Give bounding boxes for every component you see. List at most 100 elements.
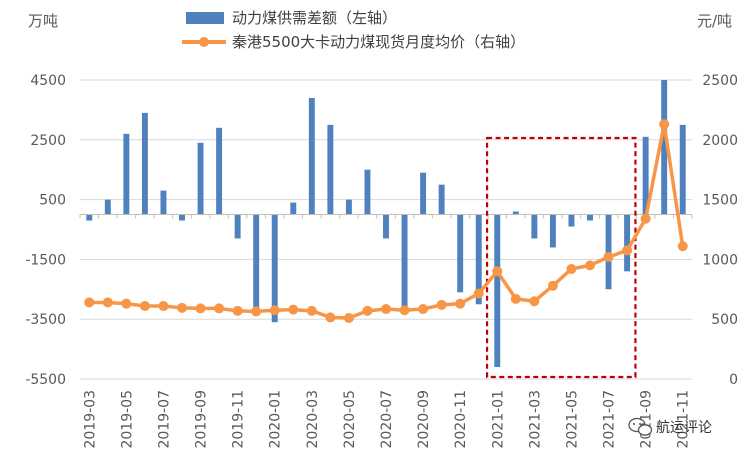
price-point bbox=[325, 312, 336, 323]
price-point bbox=[232, 305, 243, 316]
bar bbox=[401, 214, 408, 308]
bar-series bbox=[86, 80, 686, 368]
y-left-tick-label: -3500 bbox=[25, 312, 66, 328]
price-point bbox=[214, 303, 225, 314]
price-point bbox=[436, 299, 447, 310]
price-point bbox=[139, 301, 150, 312]
y-right-tick-label: 1000 bbox=[702, 252, 738, 268]
x-tick-label: 2021-01 bbox=[490, 390, 506, 449]
highlight-box bbox=[485, 136, 637, 379]
watermark: 航运评论 bbox=[628, 417, 712, 436]
x-tick-label: 2019-03 bbox=[82, 390, 98, 449]
bar bbox=[141, 112, 148, 215]
x-tick-label: 2020-05 bbox=[342, 390, 358, 449]
bar bbox=[271, 214, 278, 323]
bar bbox=[605, 214, 612, 290]
y-left-tick-label: 4500 bbox=[30, 73, 66, 89]
x-tick-label: 2021-11 bbox=[676, 390, 692, 449]
bar bbox=[587, 214, 593, 221]
y-right-tick-label: 2500 bbox=[702, 73, 738, 89]
price-point bbox=[251, 306, 262, 317]
price-point bbox=[121, 298, 132, 309]
price-point bbox=[455, 298, 466, 309]
legend-line-marker bbox=[199, 37, 209, 47]
price-point bbox=[195, 303, 206, 314]
y-left-tick-label: -5500 bbox=[25, 372, 66, 388]
x-tick-label: 2020-07 bbox=[379, 390, 395, 449]
bar bbox=[642, 136, 649, 215]
y-axis-right: 2500 2000 1500 1000 500 0 bbox=[702, 73, 738, 388]
x-tick-label: 2020-09 bbox=[416, 390, 432, 449]
price-point bbox=[381, 304, 391, 315]
price-point bbox=[177, 302, 187, 313]
x-tick-label: 2020-01 bbox=[268, 390, 284, 449]
price-point bbox=[640, 213, 651, 224]
bar bbox=[197, 142, 204, 215]
bar bbox=[290, 202, 297, 215]
bar bbox=[494, 214, 501, 368]
price-point bbox=[677, 241, 688, 252]
bar bbox=[123, 133, 130, 215]
price-point bbox=[288, 304, 299, 315]
bar bbox=[364, 169, 371, 215]
y-axis-left: 4500 2500 500 -1500 -3500 -5500 bbox=[25, 73, 66, 388]
bar bbox=[624, 214, 631, 272]
price-point bbox=[399, 305, 410, 316]
price-point bbox=[306, 305, 317, 316]
price-point bbox=[510, 293, 521, 304]
bar bbox=[383, 214, 389, 239]
bar bbox=[104, 199, 111, 215]
bar bbox=[234, 214, 241, 239]
price-point bbox=[102, 297, 113, 308]
bar bbox=[475, 214, 482, 305]
price-point bbox=[566, 263, 577, 274]
x-tick-label: 2019-07 bbox=[156, 390, 172, 449]
y-left-tick-label: -1500 bbox=[25, 252, 66, 268]
price-point bbox=[418, 304, 429, 315]
y-right-tick-label: 1500 bbox=[702, 193, 738, 209]
x-tick-label: 2021-05 bbox=[564, 390, 580, 449]
price-point bbox=[492, 266, 503, 277]
bar bbox=[661, 80, 668, 215]
price-point bbox=[547, 280, 558, 291]
price-point bbox=[84, 297, 95, 308]
x-tick-label: 2019-09 bbox=[194, 390, 210, 449]
price-point bbox=[659, 119, 670, 130]
y-right-tick-label: 500 bbox=[711, 312, 738, 328]
bar bbox=[216, 127, 223, 215]
legend-bar-swatch bbox=[186, 12, 224, 24]
bar bbox=[568, 214, 575, 227]
x-tick-label: 2019-05 bbox=[119, 390, 135, 449]
bar bbox=[457, 214, 464, 293]
price-point bbox=[362, 305, 373, 316]
price-point bbox=[622, 245, 633, 256]
legend: 动力煤供需差额（左轴） 秦港5500大卡动力煤现货月度均价（右轴） bbox=[182, 9, 525, 51]
y-right-tick-label: 2000 bbox=[702, 133, 738, 149]
bar bbox=[308, 97, 315, 215]
price-point bbox=[585, 260, 595, 271]
bar bbox=[512, 211, 519, 215]
bar bbox=[179, 214, 185, 221]
bar bbox=[679, 124, 686, 215]
bar bbox=[253, 214, 260, 314]
bar bbox=[86, 214, 93, 221]
price-point bbox=[343, 313, 354, 324]
y-left-tick-label: 500 bbox=[39, 193, 66, 209]
legend-line-label: 秦港5500大卡动力煤现货月度均价（右轴） bbox=[232, 33, 525, 51]
x-tick-label: 2020-03 bbox=[305, 390, 321, 449]
x-tick-label: 2021-03 bbox=[527, 390, 543, 449]
x-axis-ticks: 2019-03 2019-05 2019-07 2019-09 2019-11 2020-… bbox=[82, 390, 691, 449]
bar bbox=[345, 199, 352, 215]
legend-bar-label: 动力煤供需差额（左轴） bbox=[232, 9, 397, 27]
price-point bbox=[603, 252, 614, 263]
right-axis-unit: 元/吨 bbox=[697, 12, 732, 30]
bar bbox=[438, 184, 445, 215]
line-series bbox=[84, 119, 688, 324]
bar bbox=[160, 190, 167, 215]
left-axis-unit: 万吨 bbox=[28, 12, 58, 30]
price-point bbox=[269, 305, 280, 316]
price-point bbox=[473, 288, 484, 299]
watermark-text: 航运评论 bbox=[656, 420, 712, 436]
x-tick-label: 2019-11 bbox=[231, 390, 247, 449]
